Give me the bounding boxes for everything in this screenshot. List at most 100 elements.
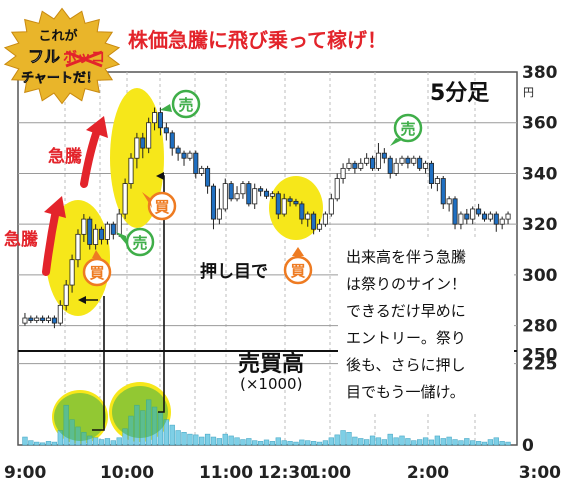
volume-bar-57 [358, 438, 364, 446]
candle-body-70 [434, 178, 440, 184]
candle-body-8 [69, 259, 75, 286]
volume-bar-28 [187, 433, 193, 446]
badge-line2: フル [28, 47, 60, 66]
headline: 株価急騰に飛び乗って稼げ！ [128, 28, 387, 52]
buy-label-1: 買 [89, 264, 104, 282]
candle-body-11 [87, 218, 93, 245]
volume-bar-16 [116, 437, 122, 446]
volume-bar-14 [104, 438, 111, 446]
candle-body-9 [75, 233, 81, 261]
candle-body-18 [128, 157, 134, 184]
volume-bar-69 [428, 439, 435, 446]
candle-body-23 [157, 112, 163, 129]
volume-bar-5 [51, 441, 58, 446]
candle-body-64 [399, 157, 405, 164]
buy-marker-2: 買 [142, 191, 177, 221]
volume-bar-58 [363, 439, 370, 446]
volume-bar-48 [305, 440, 311, 446]
volume-bar-44 [281, 440, 287, 446]
surge-label-2: 急騰 [48, 146, 83, 167]
volume-bar-43 [275, 437, 281, 446]
candlesticks [22, 107, 511, 329]
candle-body-60 [375, 152, 381, 169]
note-line-3: エントリー。祭り [346, 329, 466, 347]
volume-bar-40 [257, 441, 264, 446]
candle-body-24 [163, 127, 169, 134]
candle-body-63 [393, 162, 399, 174]
candle-body-49 [311, 213, 317, 230]
volume-bar-70 [434, 435, 441, 446]
surge-arrow-2 [80, 116, 108, 188]
y-tick-380: 380 [522, 63, 558, 83]
y-tick-360: 360 [522, 114, 558, 134]
x-tick-4: 1:00 [309, 463, 351, 483]
x-axis-ticks: 9:00 10:00 11:00 12:301:00 2:00 3:00 [4, 463, 561, 483]
volume-bar-32 [210, 436, 217, 446]
vol-tick-225: 225 [522, 355, 558, 375]
volume-bar-76 [470, 440, 476, 446]
volume-bar-33 [216, 438, 223, 446]
volume-bar-61 [381, 439, 387, 446]
candle-body-6 [57, 304, 63, 324]
volume-bar-52 [328, 437, 334, 446]
volume-bar-45 [287, 441, 293, 446]
surge-label-1: 急騰 [4, 229, 39, 250]
candle-body-22 [152, 112, 158, 124]
volume-circle-1 [54, 393, 106, 441]
x-tick-6: 3:00 [519, 463, 561, 483]
candle-body-75 [464, 213, 470, 220]
candle-body-77 [476, 208, 482, 215]
note-line-5: 目でもう一儲け。 [346, 383, 465, 401]
volume-bar-39 [252, 440, 258, 446]
volume-bar-75 [464, 438, 470, 446]
candle-body-14 [104, 223, 110, 240]
candle-body-59 [370, 157, 376, 169]
volume-bar-13 [98, 439, 105, 446]
volume-bar-74 [458, 440, 464, 446]
candle-body-46 [293, 200, 299, 205]
volume-bar-41 [263, 439, 270, 446]
volume-bar-34 [222, 433, 228, 446]
buy-marker-1: 買 [82, 250, 112, 287]
pullback-label: 押し目で [200, 261, 268, 282]
candle-body-58 [364, 157, 370, 164]
volume-bar-59 [369, 435, 376, 446]
volume-bar-2 [34, 441, 40, 446]
badge-strike-2 [65, 50, 103, 68]
volume-bar-29 [193, 434, 199, 446]
volume-bar-64 [399, 435, 405, 446]
candle-body-54 [340, 167, 346, 179]
candle-body-76 [470, 208, 476, 220]
x-tick-2: 11:00 [199, 463, 253, 483]
sell-label-3: 売 [400, 120, 415, 138]
badge: これが フル ボッコ チャートだ！ [3, 7, 121, 105]
buy-label-2: 買 [154, 198, 169, 216]
volume-bar-55 [346, 432, 352, 446]
buy-label-3: 買 [290, 262, 305, 280]
candle-body-62 [387, 157, 393, 174]
connector-2b [158, 210, 165, 413]
candle-body-50 [317, 223, 323, 230]
candle-body-16 [116, 213, 122, 235]
connector-1 [92, 296, 105, 431]
volume-bar-82 [505, 441, 511, 446]
volume-bar-67 [417, 439, 423, 446]
candle-body-32 [210, 185, 216, 220]
candle-body-41 [263, 190, 270, 197]
candle-body-66 [411, 157, 417, 164]
candle-body-47 [299, 203, 305, 220]
sell-label-1: 売 [178, 96, 193, 114]
y-tick-300: 300 [522, 266, 558, 286]
volume-bar-1 [28, 440, 34, 446]
candle-body-38 [246, 183, 252, 205]
candle-body-44 [281, 198, 287, 215]
candle-body-82 [505, 213, 511, 220]
volume-bar-78 [481, 441, 488, 446]
vol-tick-0: 0 [522, 436, 534, 456]
candle-body-67 [417, 157, 423, 169]
candle-body-13 [99, 228, 105, 240]
volume-bar-80 [493, 437, 499, 446]
